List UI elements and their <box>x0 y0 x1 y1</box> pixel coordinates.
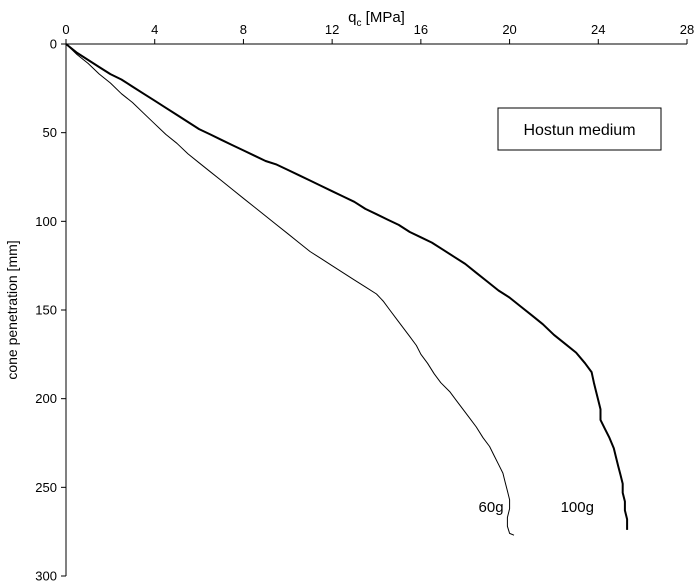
x-axis-title-subscript: c <box>356 18 361 29</box>
series-layer <box>65 43 629 536</box>
curve-label: 60g <box>479 499 504 516</box>
y-tick-label: 250 <box>35 480 57 495</box>
x-tick-label: 28 <box>680 22 694 37</box>
y-tick-label: 200 <box>35 391 57 406</box>
x-tick-label: 16 <box>414 22 428 37</box>
legend-box-label: Hostun medium <box>523 122 635 139</box>
x-tick-label: 0 <box>62 22 69 37</box>
x-axis-title-main: q <box>348 9 356 26</box>
x-tick-label: 8 <box>240 22 247 37</box>
x-axis-title-unit: [MPa] <box>361 9 404 26</box>
y-tick-label: 150 <box>35 303 57 318</box>
y-tick-label: 100 <box>35 214 57 229</box>
axes <box>61 39 688 577</box>
x-tick-label: 4 <box>151 22 158 37</box>
curve-label: 100g <box>561 499 594 516</box>
y-axis-title: cone penetration [mm] <box>4 240 20 379</box>
x-tick-label: 12 <box>325 22 339 37</box>
x-axis-title: qc [MPa] <box>348 9 405 29</box>
x-tick-label: 24 <box>591 22 605 37</box>
y-tick-label: 300 <box>35 569 57 584</box>
y-tick-label: 0 <box>50 37 57 52</box>
legend-box <box>497 107 662 151</box>
series-line-100g <box>65 43 629 530</box>
x-tick-label: 20 <box>502 22 516 37</box>
y-tick-label: 50 <box>43 125 57 140</box>
series-line-60g <box>65 43 515 536</box>
